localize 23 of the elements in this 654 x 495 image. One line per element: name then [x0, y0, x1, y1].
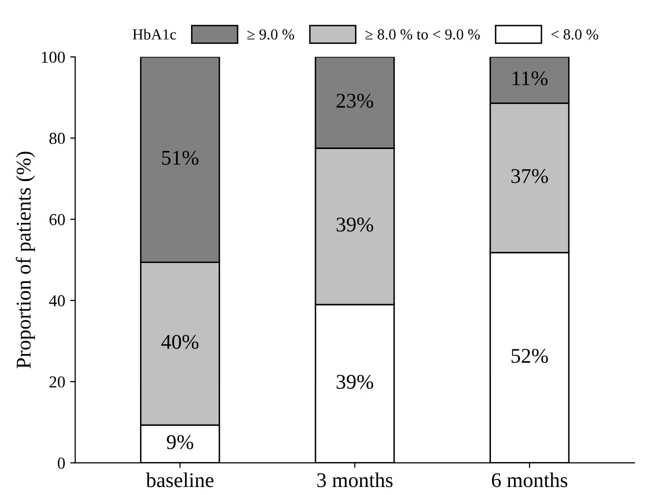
- x-tick-label: 6 months: [492, 472, 568, 488]
- data-label: 23%: [336, 94, 374, 108]
- y-tick-label: 80: [49, 132, 65, 144]
- data-label: 37%: [511, 169, 548, 184]
- data-label: 51%: [162, 150, 198, 165]
- y-tick-label: 60: [50, 214, 65, 226]
- data-label: 9%: [166, 435, 194, 450]
- legend-label: ≥ 8.0 % to < 9.0 %: [366, 29, 480, 40]
- x-tick-label: 3 months: [317, 472, 393, 488]
- data-label: 11%: [512, 71, 548, 86]
- y-tick-label: 20: [50, 376, 65, 388]
- legend-label: < 8.0 %: [551, 29, 598, 40]
- legend-label: ≥ 9.0 %: [247, 29, 294, 40]
- x-tick-label: baseline: [146, 472, 214, 488]
- y-tick-label: 40: [49, 295, 65, 306]
- data-label: 39%: [336, 374, 374, 389]
- data-label: 40%: [161, 334, 198, 349]
- data-label: 39%: [336, 218, 374, 232]
- y-axis-title: Proportion of patients (%): [16, 152, 35, 368]
- y-tick-label: 100: [42, 52, 65, 63]
- data-label: 52%: [512, 348, 548, 363]
- legend-title: HbA1c: [132, 28, 176, 40]
- y-tick-label: 0: [58, 458, 65, 469]
